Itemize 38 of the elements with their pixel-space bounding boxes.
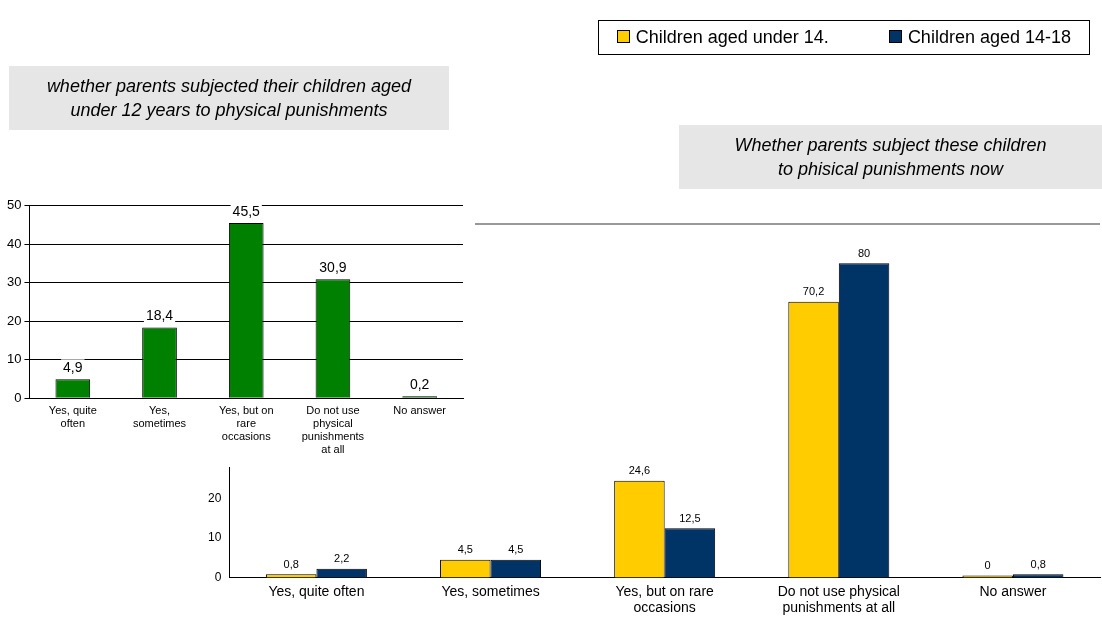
y-tick-label: 20 [6, 312, 22, 328]
x-tick-label: Yes, but on rare occasions [615, 582, 715, 616]
x-tick-label: Yes, quite often [268, 582, 365, 599]
y-tick-label: 40 [6, 235, 22, 251]
y-tick-label: 50 [6, 197, 22, 213]
data-label: 0 [984, 558, 991, 571]
data-label: 30,9 [319, 259, 347, 276]
y-tick-label: 0 [14, 389, 22, 405]
data-label: 4,9 [63, 359, 83, 376]
y-tick-label: 30 [6, 274, 22, 290]
data-label: 0,8 [283, 557, 299, 570]
data-label: 2,2 [334, 552, 350, 565]
y-tick-label: 0 [214, 569, 222, 584]
x-tick-label: Yes, sometimes [441, 582, 540, 599]
chart-title: whether parents subjected their children aged under 12 years to physical punishments [9, 66, 449, 130]
x-tick-label: Yes, but on rare occasions [218, 403, 274, 443]
legend-label: Children aged under 14. [635, 27, 829, 47]
y-tick-label: 10 [6, 351, 22, 367]
x-tick-label: No answer [979, 582, 1047, 599]
data-label: 4,5 [508, 543, 524, 556]
data-label: 24,6 [628, 464, 651, 477]
data-label: 0,8 [1030, 557, 1046, 570]
x-tick-label: Yes, sometimes [132, 403, 187, 430]
y-tick-label: 20 [207, 491, 222, 506]
y-tick-label: 10 [207, 530, 222, 545]
legend-label: Children aged 14-18 [907, 27, 1071, 47]
x-tick-label: Do not use physical punishments at all [777, 582, 900, 616]
data-label: 80 [857, 246, 871, 259]
data-label: 45,5 [232, 202, 261, 219]
chart-title: Whether parents subject these children to phisical punishments now [679, 125, 1102, 189]
data-label: 4,5 [457, 543, 473, 556]
data-label: 70,2 [802, 285, 825, 298]
data-label: 0,2 [409, 376, 430, 393]
x-tick-label: Yes, quite often [48, 403, 97, 430]
x-tick-label: No answer [393, 403, 447, 416]
data-label: 18,4 [145, 307, 174, 324]
data-label: 12,5 [679, 511, 701, 524]
x-tick-label: Do not use physical punishments at all [301, 403, 365, 456]
